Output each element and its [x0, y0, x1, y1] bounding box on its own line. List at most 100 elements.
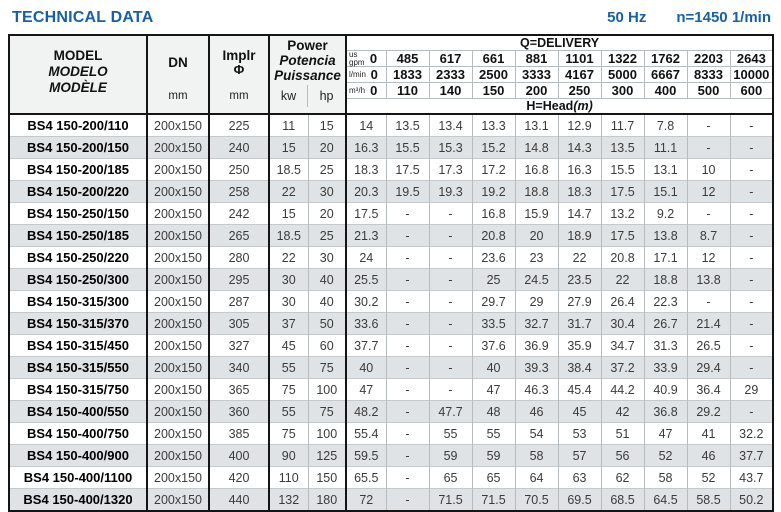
head-value-cell: 18.3 — [345, 158, 387, 181]
delivery-flow-value: 617 — [428, 50, 473, 67]
head-value-cell: - — [729, 356, 774, 379]
delivery-flow-value: 2333 — [428, 66, 473, 83]
operating-conditions: 50 Hz n=1450 1/min — [607, 9, 773, 26]
dn-label: DN — [168, 54, 188, 70]
model-cell: BS4 150-200/110 — [9, 113, 147, 137]
head-value-cell: 18.9 — [557, 224, 602, 247]
delivery-flow-value: 300 — [600, 82, 645, 99]
head-value-cell: 35.9 — [557, 334, 602, 357]
delivery-flow-value: 150 — [471, 82, 516, 99]
model-cell: BS4 150-250/185 — [9, 224, 147, 247]
head-value-cell: 53 — [557, 422, 602, 445]
model-cell: BS4 150-315/750 — [9, 378, 147, 401]
head-value-cell: - — [729, 113, 774, 137]
head-value-cell: 25 — [471, 268, 516, 291]
head-value-cell: 13.1 — [514, 113, 559, 137]
impeller-cell: 420 — [208, 466, 269, 489]
impeller-cell: 360 — [208, 400, 269, 423]
model-cell: BS4 150-200/185 — [9, 158, 147, 181]
delivery-flow-value: 140 — [428, 82, 473, 99]
delivery-title: Q=DELIVERY — [345, 35, 774, 51]
head-value-cell: 48.2 — [345, 400, 387, 423]
head-value-cell: 18.8 — [643, 268, 688, 291]
table-row: BS4 150-400/750 200x150 385 75 100 55.4-55 55 5… — [9, 422, 774, 445]
impeller-cell: 305 — [208, 312, 269, 335]
head-value-cell: 29 — [729, 378, 774, 401]
head-value-cell: 11.7 — [600, 113, 645, 137]
kw-cell: 90 — [268, 444, 308, 467]
head-value-cell: 12 — [686, 180, 731, 203]
kw-cell: 22 — [268, 180, 308, 203]
impeller-column-header: Implr Φ mm — [208, 35, 269, 114]
head-value-cell: 19.2 — [471, 180, 516, 203]
head-value-cell: 37.7 — [729, 444, 774, 467]
head-value-cell: 24 — [345, 246, 387, 269]
model-cell: BS4 150-250/300 — [9, 268, 147, 291]
head-value-cell: - — [729, 400, 774, 423]
head-value-cell: - — [729, 158, 774, 181]
delivery-unit-cell-usgpm: us gpm 0 — [345, 50, 387, 67]
head-value-cell: 52 — [643, 444, 688, 467]
head-value-cell: 31.7 — [557, 312, 602, 335]
head-value-cell: 40 — [345, 356, 387, 379]
delivery-flow-value: 200 — [514, 82, 559, 99]
power-unit-kw: kw — [280, 89, 297, 103]
table-row: BS4 150-250/185 200x150 265 18.5 25 21.3- -20.… — [9, 224, 774, 247]
hp-cell: 100 — [307, 378, 347, 401]
table-row: BS4 150-315/750 200x150 365 75 100 47- -47 46.3… — [9, 378, 774, 401]
table-row: BS4 150-315/300 200x150 287 30 40 30.2- -29.7 2… — [9, 290, 774, 313]
head-value-cell: 15.5 — [385, 136, 430, 159]
head-value-cell: - — [385, 444, 430, 467]
unit-label-m3h: m³/h — [349, 85, 366, 95]
head-value-cell: 51 — [600, 422, 645, 445]
head-value-cell: - — [729, 268, 774, 291]
impeller-cell: 242 — [208, 202, 269, 225]
delivery-flow-value: 485 — [385, 50, 430, 67]
head-value-cell: 17.3 — [428, 158, 473, 181]
speed-label: n=1450 1/min — [676, 9, 771, 26]
hp-cell: 20 — [307, 136, 347, 159]
head-value-cell: - — [729, 202, 774, 225]
hp-cell: 40 — [307, 290, 347, 313]
head-value-cell: 52 — [686, 466, 731, 489]
head-value-cell: - — [686, 136, 731, 159]
head-value-cell: - — [729, 246, 774, 269]
head-value-cell: 16.3 — [345, 136, 387, 159]
head-value-cell: 17.1 — [643, 246, 688, 269]
head-value-cell: 59 — [471, 444, 516, 467]
head-value-cell: - — [385, 334, 430, 357]
head-value-cell: 8.7 — [686, 224, 731, 247]
kw-cell: 55 — [268, 400, 308, 423]
table-row: BS4 150-400/550 200x150 360 55 75 48.2-47.7 48… — [9, 400, 774, 423]
head-value-cell: 13.8 — [643, 224, 688, 247]
head-value-cell: - — [428, 224, 473, 247]
table-row: BS4 150-200/110 200x150 225 11 15 14 13.5 13.4 1… — [9, 113, 774, 137]
head-value-cell: 23.6 — [471, 246, 516, 269]
hp-cell: 60 — [307, 334, 347, 357]
head-value-cell: 29.7 — [471, 290, 516, 313]
head-value-cell: 41 — [686, 422, 731, 445]
head-value-cell: 12 — [686, 246, 731, 269]
technical-data-table: MODEL MODELO MODÈLE DN mm Implr — [8, 34, 775, 512]
head-value-cell: 15.2 — [471, 136, 516, 159]
head-value-cell: 9.2 — [643, 202, 688, 225]
head-value-cell: 13.2 — [600, 202, 645, 225]
delivery-unit-cell-m3h: m³/h 0 — [345, 82, 387, 99]
head-value-cell: 38.4 — [557, 356, 602, 379]
hp-cell: 30 — [307, 180, 347, 203]
model-label-es: MODELO — [48, 63, 108, 79]
power-label-en: Power — [287, 38, 328, 53]
model-cell: BS4 150-315/300 — [9, 290, 147, 313]
dn-cell: 200x150 — [146, 113, 209, 137]
impeller-cell: 280 — [208, 246, 269, 269]
head-value-cell: 19.5 — [385, 180, 430, 203]
head-value-cell: - — [385, 356, 430, 379]
head-unit: (m) — [573, 99, 593, 113]
dn-column-header: DN mm — [146, 35, 209, 114]
dn-cell: 200x150 — [146, 378, 209, 401]
head-value-cell: 46.3 — [514, 378, 559, 401]
head-value-cell: - — [385, 246, 430, 269]
head-value-cell: 34.7 — [600, 334, 645, 357]
hp-cell: 25 — [307, 224, 347, 247]
delivery-flow-value: 500 — [686, 82, 731, 99]
